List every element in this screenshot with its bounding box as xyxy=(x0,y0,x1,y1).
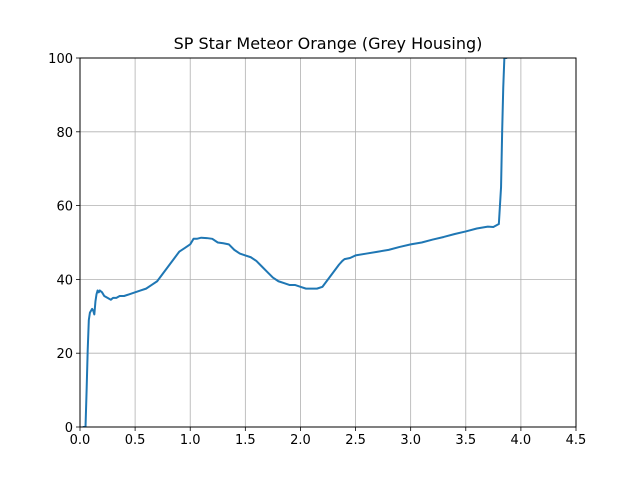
y-tick-label: 20 xyxy=(56,347,73,362)
x-tick-label: 1.0 xyxy=(180,433,201,448)
plot-frame xyxy=(79,57,577,428)
x-tick-label: 0.5 xyxy=(125,433,146,448)
x-tick-label: 2.0 xyxy=(290,433,311,448)
y-tick-label: 80 xyxy=(56,126,73,141)
x-tick-label: 2.5 xyxy=(345,433,366,448)
series-layer xyxy=(82,58,508,427)
x-tick-label: 0.0 xyxy=(70,433,91,448)
y-tick-label: 40 xyxy=(56,273,73,288)
y-tick-label: 100 xyxy=(48,52,73,67)
x-tick-label: 4.0 xyxy=(511,433,532,448)
chart-title: SP Star Meteor Orange (Grey Housing) xyxy=(174,34,483,53)
series-line xyxy=(82,58,508,427)
x-tick-label: 4.5 xyxy=(566,433,587,448)
y-tick-label: 60 xyxy=(56,200,73,215)
x-tick-label: 3.5 xyxy=(455,433,476,448)
x-tick-label: 3.0 xyxy=(400,433,421,448)
axis-ticks: 0.0 0.5 1.0 1.5 2.0 2.5 3.0 3.5 4.0 4.5 0 20 40 60 80 1… xyxy=(48,52,586,448)
x-tick-label: 1.5 xyxy=(235,433,256,448)
y-tick-label: 0 xyxy=(65,421,73,436)
